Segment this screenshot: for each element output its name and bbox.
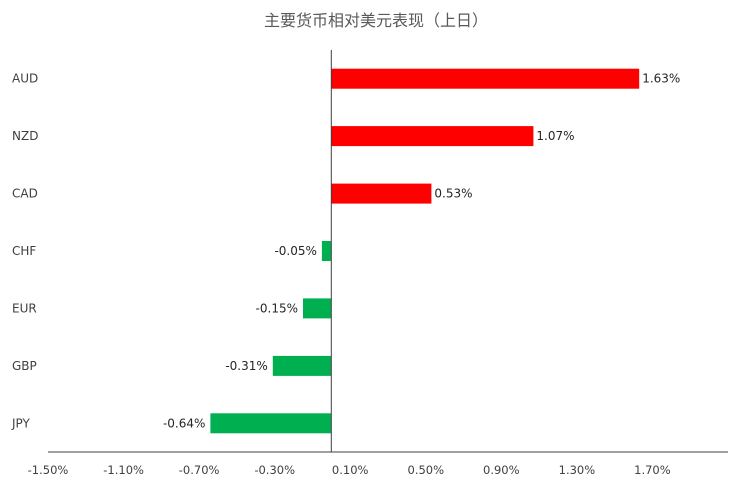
- bar-chf: [321, 241, 332, 261]
- x-tick-label: -0.30%: [254, 463, 295, 477]
- category-label-jpy: JPY: [11, 416, 31, 430]
- data-label-gbp: -0.31%: [225, 359, 267, 373]
- x-tick-label: 1.70%: [634, 463, 671, 477]
- category-label-eur: EUR: [12, 301, 37, 315]
- bar-aud: [331, 68, 640, 89]
- bar-eur: [303, 298, 332, 319]
- category-label-chf: CHF: [12, 244, 36, 258]
- x-tick-label: 0.90%: [483, 463, 520, 477]
- data-label-eur: -0.15%: [256, 301, 298, 315]
- data-label-nzd: 1.07%: [536, 129, 574, 143]
- x-tick-label: -1.50%: [28, 463, 69, 477]
- x-tick-label: -0.70%: [179, 463, 220, 477]
- x-tick-label: 1.30%: [559, 463, 596, 477]
- data-label-aud: 1.63%: [642, 72, 680, 86]
- bar-nzd: [331, 126, 534, 147]
- bar-cad: [331, 183, 432, 204]
- data-label-chf: -0.05%: [274, 244, 316, 258]
- category-label-cad: CAD: [12, 187, 38, 201]
- data-label-jpy: -0.64%: [163, 416, 205, 430]
- chart-title: 主要货币相对美元表现（上日）: [264, 11, 488, 30]
- category-label-aud: AUD: [12, 72, 38, 86]
- x-tick-label: -1.10%: [103, 463, 144, 477]
- bar-jpy: [210, 413, 332, 434]
- data-label-cad: 0.53%: [434, 187, 472, 201]
- category-label-gbp: GBP: [12, 359, 37, 373]
- category-label-nzd: NZD: [12, 129, 38, 143]
- bar-gbp: [272, 355, 332, 376]
- plot-area: AUD 1.63% NZD 1.07% CAD 0.53% CHF -0.05% EUR -0.1…: [11, 50, 728, 477]
- x-tick-label: 0.10%: [332, 463, 369, 477]
- x-tick-label: 0.50%: [408, 463, 445, 477]
